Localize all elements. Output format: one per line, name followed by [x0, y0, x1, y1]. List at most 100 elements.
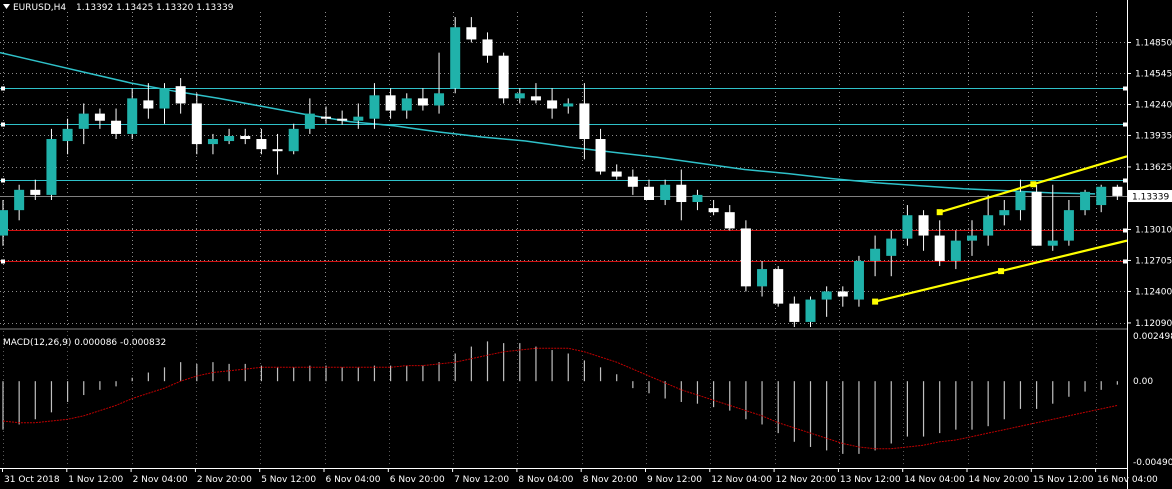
macd-tick-label: -0.004909 [1133, 458, 1172, 468]
candle-body [46, 139, 57, 195]
time-tick-label: 31 Oct 2018 [4, 475, 60, 485]
time-tick-label: 14 Nov 20:00 [969, 475, 1030, 485]
candle-body [837, 291, 848, 297]
level-handle[interactable] [1123, 259, 1127, 264]
candle-body [967, 235, 977, 241]
level-handle[interactable] [1, 178, 5, 183]
price-tick-label: 1.13935 [1135, 131, 1172, 141]
time-tick-label: 15 Nov 12:00 [1033, 475, 1094, 485]
candle-body [1015, 191, 1026, 211]
candle-body [417, 98, 428, 106]
level-handle[interactable] [1, 86, 5, 91]
candle-body [902, 215, 913, 239]
candle-body [530, 96, 541, 101]
time-tick-label: 12 Nov 04:00 [711, 475, 772, 485]
price-tick-label: 1.14850 [1135, 38, 1172, 48]
candle-body [789, 303, 800, 322]
dropdown-icon[interactable] [3, 4, 10, 9]
time-tick-label: 8 Nov 04:00 [518, 475, 573, 485]
time-tick-label: 13 Nov 12:00 [840, 475, 901, 485]
candle-body [870, 248, 881, 261]
candle-body [821, 291, 832, 300]
candle-body [482, 39, 493, 56]
candle-body [1031, 191, 1042, 246]
candle-body [595, 139, 606, 172]
level-handle[interactable] [1123, 86, 1127, 91]
trendline-anchor[interactable] [872, 298, 879, 305]
price-tick-label: 1.12400 [1135, 287, 1172, 297]
symbol-title: EURUSD,H4 [13, 3, 66, 13]
candle-body [450, 27, 461, 89]
level-handle[interactable] [1123, 228, 1127, 233]
time-tick-label: 7 Nov 12:00 [454, 475, 509, 485]
price-tick-label: 1.12705 [1135, 256, 1172, 266]
level-handle[interactable] [1, 259, 5, 264]
time-tick-label: 8 Nov 20:00 [583, 475, 638, 485]
candle-body [644, 186, 654, 200]
candle-body [498, 55, 509, 99]
time-tick-label: 14 Nov 04:00 [904, 475, 965, 485]
macd-signal-line [2, 347, 1118, 450]
candle-body [853, 260, 864, 300]
time-tick-label: 6 Nov 04:00 [326, 475, 381, 485]
candle-body [579, 103, 590, 140]
time-tick-label: 5 Nov 12:00 [261, 475, 316, 485]
level-handle[interactable] [1, 122, 5, 127]
candle-body [143, 100, 154, 109]
candle-body [288, 128, 299, 152]
level-handle[interactable] [1123, 122, 1127, 127]
candle-body [1080, 191, 1091, 211]
candle-body [950, 240, 961, 261]
price-tick-label: 1.14240 [1135, 100, 1172, 110]
candle-body [207, 139, 218, 145]
candle-body [0, 210, 8, 236]
macd-indicator [0, 328, 1127, 454]
candle-body [62, 128, 73, 142]
candle-body [369, 95, 380, 119]
candle-body [337, 118, 348, 121]
candle-body [999, 210, 1010, 216]
trendline-anchor[interactable] [1030, 181, 1037, 188]
candle-body [886, 238, 897, 256]
candle-body [563, 103, 574, 107]
candle-body [708, 208, 719, 213]
candle-body [30, 189, 41, 195]
time-tick-label: 9 Nov 12:00 [647, 475, 702, 485]
candle-body [627, 176, 638, 187]
candle-body [1096, 186, 1107, 206]
candle-body [466, 27, 477, 40]
candle-body [224, 135, 235, 142]
current-price-label: 1.13339 [1132, 193, 1169, 203]
macd-tick-label: 0.002498 [1133, 332, 1172, 342]
candle-body [724, 212, 735, 229]
candle-body [94, 113, 105, 121]
level-handle[interactable] [1123, 178, 1127, 183]
candle-body [385, 95, 396, 111]
trendlines [872, 155, 1128, 305]
labels: EURUSD,H4 1.13392 1.13425 1.13320 1.1333… [3, 3, 234, 348]
candle-body [514, 93, 525, 99]
candle-body [191, 103, 202, 145]
candle-body [353, 116, 364, 121]
time-tick-label: 1 Nov 12:00 [68, 475, 123, 485]
trendline-anchor[interactable] [936, 209, 943, 216]
candle-body [547, 100, 558, 109]
candle-body [127, 98, 138, 134]
candle-body [1047, 240, 1058, 246]
candle-body [740, 228, 751, 287]
candle-body [1063, 210, 1074, 241]
candle-body [434, 93, 445, 106]
grid [0, 12, 1127, 466]
candle-body [111, 120, 122, 134]
candle-body [175, 86, 186, 104]
candle-body [78, 113, 89, 129]
candle-body [692, 194, 703, 203]
candle-body [159, 88, 170, 109]
time-tick-label: 12 Nov 20:00 [776, 475, 837, 485]
candle-body [240, 135, 251, 140]
trendline-anchor[interactable] [998, 268, 1005, 275]
current-price-tag [1128, 190, 1172, 203]
candle-body [983, 215, 994, 236]
